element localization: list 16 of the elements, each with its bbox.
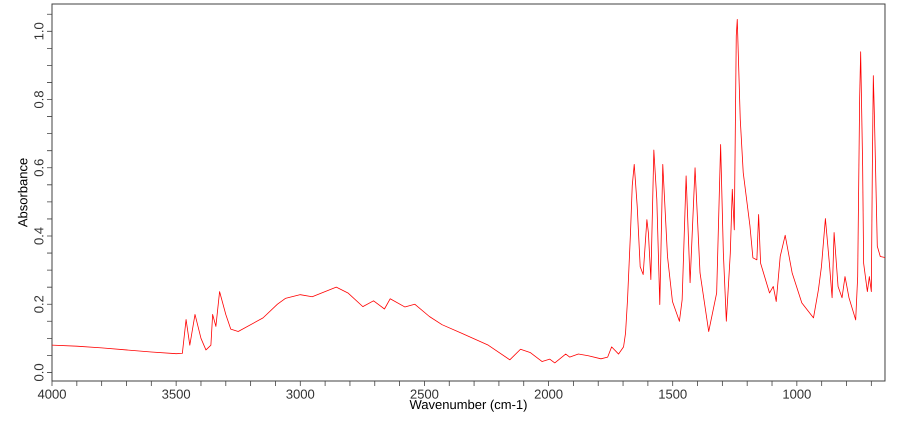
x-tick-label: 4000 — [38, 390, 66, 399]
x-axis-title: Wavenumber (cm-1) — [410, 400, 527, 412]
x-tick-label: 2000 — [534, 390, 563, 399]
x-tick-label: 1000 — [783, 390, 811, 399]
y-tick-label: 0.8 — [34, 91, 44, 108]
y-tick-label: 0.0 — [34, 364, 44, 381]
x-tick-label: 2500 — [410, 390, 438, 399]
x-tick-label: 3500 — [162, 390, 190, 399]
line-series — [52, 18, 885, 364]
y-tick-label: 0.4 — [34, 227, 44, 245]
y-tick-label: 0.2 — [34, 296, 44, 313]
y-axis-title: Absorbance — [18, 158, 28, 228]
x-tick-label: 1500 — [659, 390, 687, 399]
y-tick-label: 1.0 — [34, 22, 44, 40]
y-tick-label: 0.6 — [34, 159, 44, 176]
x-tick-label: 3000 — [286, 390, 314, 399]
